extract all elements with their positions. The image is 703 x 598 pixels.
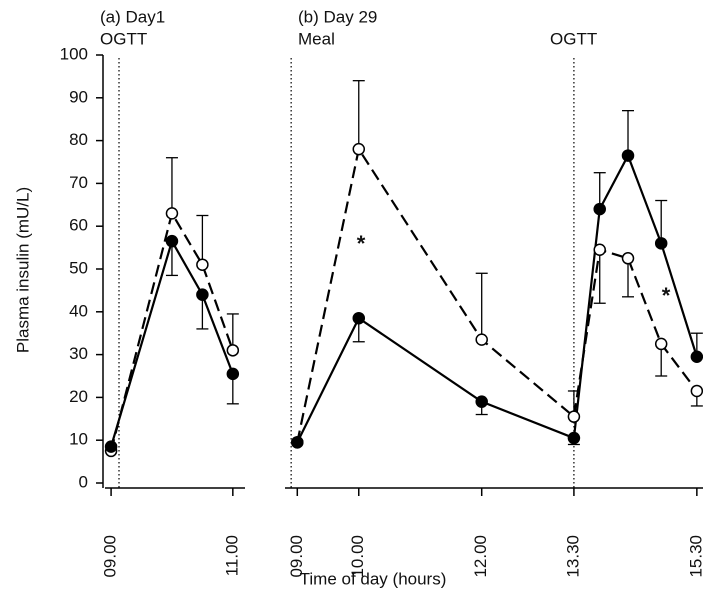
data-point: [654, 337, 668, 351]
data-point: [291, 436, 304, 449]
data-point: [621, 149, 635, 162]
error-bar: [622, 109, 635, 156]
x-tick-label: 13.30: [563, 535, 582, 578]
data-point: [226, 344, 240, 357]
annotation: OGTT: [550, 29, 597, 48]
y-tick-label: 20: [69, 387, 88, 406]
error-bar: [352, 80, 365, 150]
y-tick-label: 10: [69, 430, 88, 449]
annotation: *: [662, 283, 671, 308]
x-tick-label: 12.00: [471, 535, 490, 578]
data-point: [567, 431, 581, 445]
data-point: [104, 440, 118, 453]
x-axis-label: Time of day (hours): [300, 569, 447, 588]
y-tick-label: 70: [69, 173, 88, 192]
error-bar: [655, 199, 668, 244]
data-point: [352, 311, 366, 325]
data-point: [226, 367, 240, 381]
x-tick-label: 10.00: [348, 535, 367, 578]
data-point: [475, 395, 488, 408]
y-axis-label: Plasma insulin (mU/L): [13, 187, 32, 353]
data-point: [593, 202, 606, 216]
series-line: [296, 146, 698, 443]
y-tick-label: 40: [69, 301, 88, 320]
data-point: [690, 384, 703, 398]
series-line: [110, 238, 234, 447]
x-tick-label: 15.30: [686, 535, 703, 578]
error-bar: [622, 258, 635, 298]
error-bar: [593, 249, 606, 304]
annotation: *: [357, 231, 366, 256]
annotation: (b) Day 29: [298, 7, 377, 26]
series-line: [110, 210, 234, 452]
y-tick-label: 0: [79, 472, 88, 491]
annotation: (a) Day1: [100, 7, 165, 26]
y-tick-label: 80: [69, 130, 88, 149]
data-point: [196, 288, 209, 301]
data-point: [475, 333, 488, 346]
y-tick-label: 30: [69, 344, 88, 363]
annotation: OGTT: [100, 29, 147, 48]
y-tick-label: 90: [69, 87, 88, 106]
data-point: [690, 350, 703, 363]
data-point: [654, 237, 668, 250]
series-line: [296, 152, 698, 443]
error-bar: [475, 272, 488, 340]
data-point: [352, 142, 366, 156]
error-bar: [165, 157, 178, 214]
x-tick-label: 09.00: [287, 535, 306, 578]
data-point: [165, 207, 179, 220]
y-tick-label: 100: [60, 44, 88, 63]
annotation: Meal: [298, 29, 335, 48]
y-tick-label: 60: [69, 216, 88, 235]
data-point: [165, 234, 179, 248]
y-tick-label: 50: [69, 258, 88, 277]
x-tick-label: 11.00: [222, 535, 241, 576]
data-point: [593, 243, 606, 256]
x-tick-label: 09.00: [101, 535, 120, 578]
data-point: [567, 410, 581, 423]
data-point: [196, 258, 209, 271]
error-bar: [196, 214, 209, 265]
data-point: [621, 252, 635, 265]
